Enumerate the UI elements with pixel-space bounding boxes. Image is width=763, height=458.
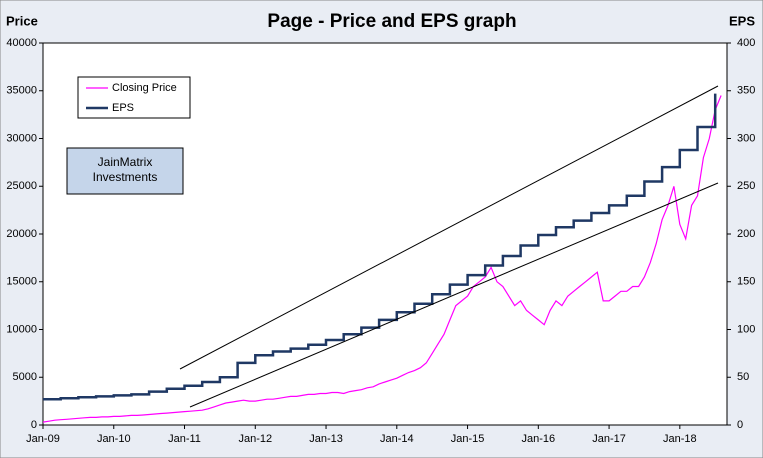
- y2-tick-label: 50: [737, 371, 749, 383]
- x-tick-label: Jan-11: [168, 433, 201, 445]
- y-tick-label: 25000: [6, 180, 37, 192]
- y2-axis-title: EPS: [729, 13, 755, 28]
- series-line: [43, 93, 717, 401]
- x-tick-label: Jan-15: [451, 433, 485, 445]
- x-tick-label: Jan-12: [238, 433, 272, 445]
- legend-items: Closing Price EPS: [86, 82, 177, 114]
- legend-label: EPS: [112, 102, 134, 114]
- x-tick-label: Jan-18: [663, 433, 697, 445]
- chart-title: Page - Price and EPS graph: [267, 11, 516, 32]
- y2-tick-label: 350: [737, 85, 755, 97]
- series-line: [42, 95, 722, 423]
- annotation-box: [66, 147, 184, 195]
- legend-label: Closing Price: [112, 82, 177, 94]
- y-tick-label: 30000: [6, 132, 37, 144]
- y2-tick-label: 150: [737, 276, 755, 288]
- plot: 0 5000 10000 15000 20000 25000 30000 35000 40000…: [6, 37, 755, 445]
- y-tick-label: 5000: [13, 371, 37, 383]
- y-tick-label: 35000: [6, 85, 37, 97]
- y2-tick-label: 0: [737, 419, 743, 431]
- legend: [77, 76, 191, 119]
- y2-tick-label: 200: [737, 228, 755, 240]
- x-tick-label: Jan-13: [309, 433, 343, 445]
- x-tick-label: Jan-14: [380, 433, 414, 445]
- y2-tick-label: 100: [737, 323, 755, 335]
- x-tick-label: Jan-09: [26, 433, 60, 445]
- annotation: JainMatrix Investments: [92, 155, 158, 184]
- y-axis-title: Price: [6, 13, 38, 28]
- y-tick-label: 0: [31, 419, 37, 431]
- trend-line: [179, 85, 719, 370]
- x-tick-label: Jan-10: [97, 433, 131, 445]
- annotation-wrap: JainMatrix Investments: [92, 155, 158, 184]
- y-tick-label: 40000: [6, 37, 37, 49]
- y-tick-label: 20000: [6, 228, 37, 240]
- y-tick-label: 15000: [6, 276, 37, 288]
- x-tick-label: Jan-17: [592, 433, 626, 445]
- y2-tick-label: 300: [737, 132, 755, 144]
- trend-line: [189, 182, 719, 408]
- y-tick-label: 10000: [6, 323, 37, 335]
- x-tick-label: Jan-16: [521, 433, 555, 445]
- y2-tick-label: 400: [737, 37, 755, 49]
- y2-tick-label: 250: [737, 180, 755, 192]
